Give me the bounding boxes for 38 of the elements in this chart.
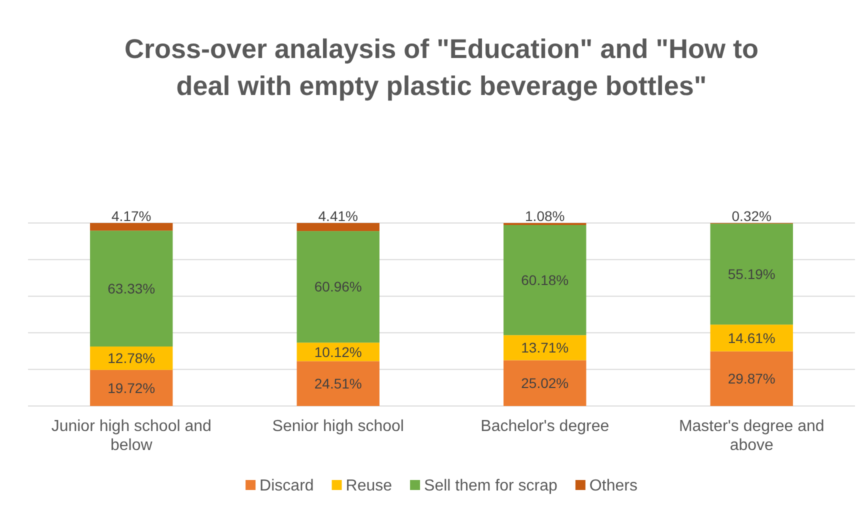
x-tick-label: Junior high school and below — [51, 418, 212, 454]
legend-label: Reuse — [346, 478, 392, 495]
data-label: 29.87% — [728, 370, 776, 387]
data-label: 63.33% — [108, 280, 156, 296]
data-label: 60.18% — [521, 272, 569, 288]
chart-title: Cross-over analaysis of "Education" and "How to deal with empty plastic beverage bottles" — [124, 34, 759, 101]
legend-label: Others — [589, 478, 638, 495]
data-label: 4.41% — [318, 208, 358, 224]
data-label: 10.12% — [314, 344, 362, 360]
bar — [504, 335, 586, 360]
bar — [90, 346, 173, 370]
x-tick-label: Senior high school — [272, 418, 404, 435]
x-tick-label: Bachelor's degree — [480, 418, 610, 435]
bar — [90, 370, 173, 406]
legend-label: Discard — [260, 478, 314, 495]
x-tick-label: Master's degree and above — [678, 418, 824, 454]
data-label: 24.51% — [314, 375, 362, 392]
bar — [296, 223, 380, 232]
bar — [710, 324, 793, 352]
data-label: 4.17% — [112, 208, 152, 224]
data-label: 13.71% — [521, 340, 569, 356]
bar — [710, 224, 793, 325]
data-label: 14.61% — [728, 330, 776, 346]
bar — [90, 230, 173, 347]
data-label: 55.19% — [728, 266, 776, 282]
bar — [504, 360, 586, 406]
data-label: 19.72% — [108, 380, 156, 396]
bar — [710, 351, 793, 406]
data-label: 0.32% — [732, 208, 772, 224]
bar — [296, 361, 380, 406]
bar — [504, 224, 586, 336]
data-label: 1.08% — [525, 208, 565, 224]
bar — [90, 223, 173, 231]
bar — [296, 231, 380, 343]
data-label: 12.78% — [108, 350, 156, 366]
data-label: 25.02% — [521, 375, 569, 392]
legend-label: Sell them for scrap — [424, 478, 558, 495]
data-label: 60.96% — [314, 278, 362, 295]
